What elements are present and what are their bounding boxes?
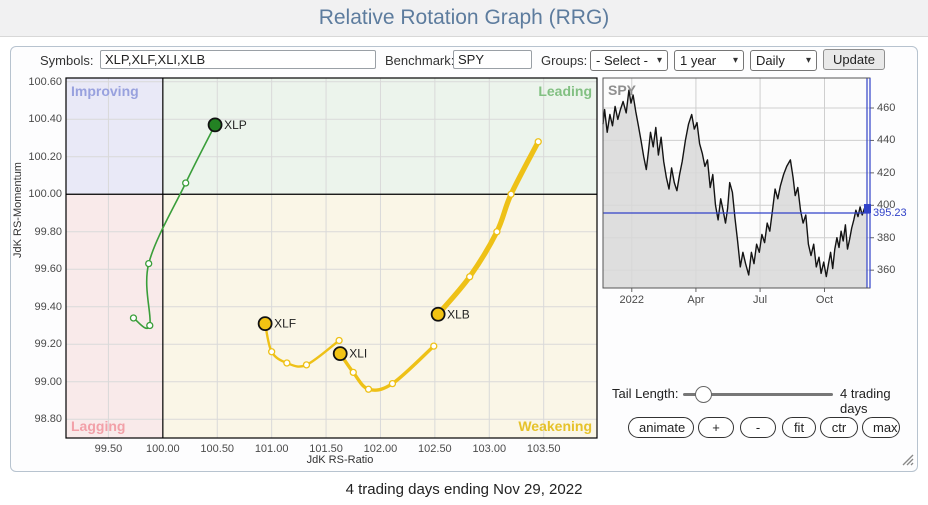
tail-length-value: 4 trading days (840, 386, 891, 416)
axis-tick-label: 103.00 (472, 443, 507, 455)
frequency-select[interactable]: Daily ▾ (750, 50, 817, 71)
axis-tick-label: 101.50 (309, 443, 343, 455)
axis-tick-label: Oct (815, 294, 834, 306)
axis-tick-label: 99.20 (34, 338, 62, 351)
spy-chart-title: SPY (608, 82, 637, 98)
quadrant-label-improving: Improving (71, 83, 139, 99)
axis-tick-label: 100.20 (28, 150, 62, 163)
axis-tick-label: 100.00 (28, 188, 62, 201)
axis-tick-label: 100.00 (146, 443, 180, 455)
period-select-value: 1 year (680, 53, 717, 68)
rrg-quadrant-backgrounds (66, 78, 597, 438)
axis-tick-label: 99.00 (34, 375, 62, 388)
rrg-gridlines (65, 77, 598, 439)
axis-tick-label: 98.80 (34, 413, 62, 426)
axis-tick-label: 99.50 (94, 443, 123, 455)
axis-tick-label: Jul (753, 294, 768, 306)
axis-tick-label: 101.00 (254, 443, 289, 455)
footer-caption: 4 trading days ending Nov 29, 2022 (345, 481, 583, 498)
axis-tick-label: 360 (877, 264, 896, 277)
frequency-select-value: Daily (756, 53, 785, 68)
ctr-button[interactable]: ctr (820, 417, 858, 438)
axis-tick-label: 99.80 (34, 225, 62, 238)
axis-tick-label: 100.60 (28, 75, 62, 88)
tail-length-slider-handle[interactable] (695, 386, 712, 403)
rrg-chart[interactable]: XLP XLF XLI XLB Improving Leading Lagging W… (65, 77, 598, 439)
chevron-down-icon: ▾ (805, 55, 811, 66)
chevron-down-icon: ▾ (656, 55, 662, 66)
axis-tick-label: 100.40 (28, 113, 62, 126)
rrg-symbol-label-XLF: XLF (274, 317, 296, 331)
axis-tick-label: 99.40 (34, 300, 62, 313)
benchmark-input[interactable] (453, 50, 532, 69)
groups-select[interactable]: - Select - ▾ (590, 50, 668, 71)
groups-label: Groups: (541, 53, 588, 68)
page-header: Relative Rotation Graph (RRG) (0, 0, 928, 37)
zoom-out-button[interactable]: - (740, 417, 776, 438)
tail-length-slider[interactable] (683, 386, 833, 403)
rrg-marker-XLF[interactable] (257, 316, 273, 332)
axis-tick-label: 400 (877, 199, 896, 212)
resize-handle-icon[interactable] (900, 452, 916, 468)
rrg-symbol-label-XLI: XLI (349, 347, 367, 361)
spy-last-price-label: 395.23 (873, 207, 907, 219)
axis-tick-label: 460 (877, 102, 896, 114)
groups-select-value: - Select - (596, 53, 649, 68)
max-button[interactable]: max (862, 417, 900, 438)
symbols-input[interactable] (100, 50, 376, 69)
rrg-marker-XLB[interactable] (430, 306, 446, 322)
axis-tick-label: 420 (877, 166, 896, 179)
rrg-x-axis-title: JdK RS-Ratio (306, 454, 374, 466)
benchmark-label: Benchmark: (385, 53, 455, 68)
zoom-in-button[interactable]: + (698, 417, 734, 438)
update-button[interactable]: Update (823, 49, 885, 70)
fit-button[interactable]: fit (782, 417, 816, 438)
axis-tick-label: 440 (877, 134, 896, 147)
rrg-symbol-label-XLP: XLP (224, 118, 247, 132)
period-select[interactable]: 1 year ▾ (674, 50, 744, 71)
axis-tick-label: 99.60 (34, 263, 62, 276)
quadrant-label-lagging: Lagging (71, 418, 125, 434)
axis-tick-label: 103.50 (526, 443, 561, 455)
symbols-label: Symbols: (40, 53, 94, 68)
axis-tick-label: 100.50 (200, 443, 235, 455)
page-title: Relative Rotation Graph (RRG) (318, 6, 610, 29)
rrg-y-axis-title: JdK RS-Momentum (12, 162, 24, 258)
axis-tick-label: 102.00 (363, 443, 398, 455)
axis-tick-label: Apr (687, 294, 705, 306)
quadrant-label-weakening: Weakening (518, 418, 592, 434)
axis-tick-label: 102.50 (418, 443, 452, 455)
chevron-down-icon: ▾ (732, 55, 738, 66)
axis-tick-label: 380 (877, 231, 896, 244)
rrg-series: XLP XLF XLI XLB (129, 117, 542, 393)
rrg-symbol-label-XLB: XLB (447, 307, 470, 321)
tail-length-label: Tail Length: (612, 386, 679, 401)
rrg-marker-XLP[interactable] (207, 117, 223, 133)
quadrant-label-leading: Leading (538, 83, 592, 99)
spy-chart[interactable] (602, 77, 874, 292)
rrg-marker-XLI[interactable] (332, 346, 348, 362)
axis-tick-label: 2022 (619, 294, 644, 306)
animate-button[interactable]: animate (628, 417, 694, 438)
